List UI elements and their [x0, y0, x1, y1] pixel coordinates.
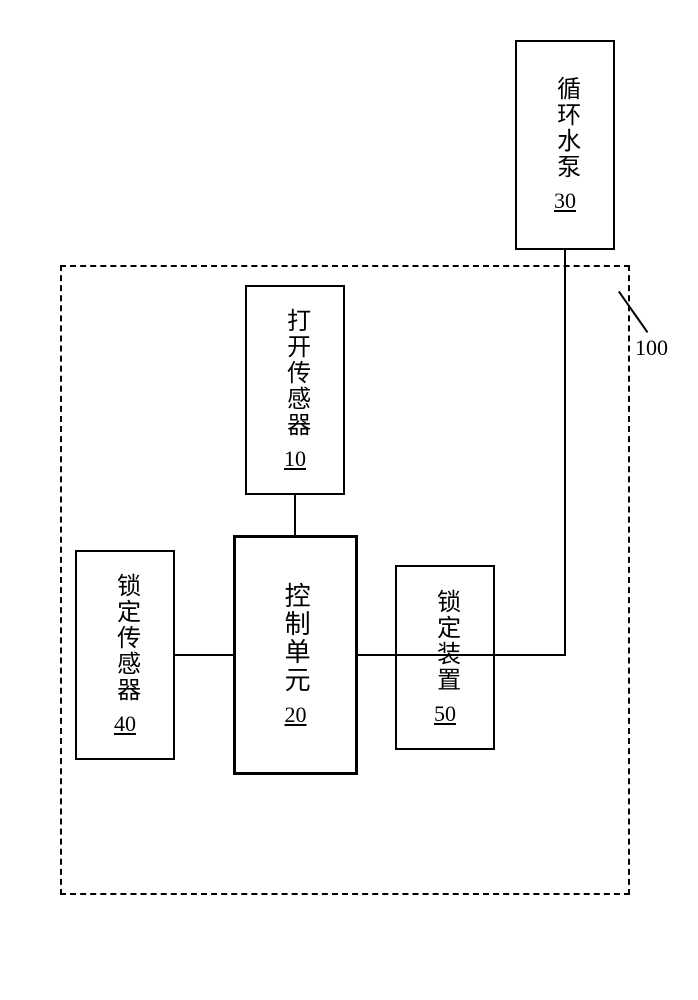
open-sensor-ref: 10 [284, 446, 306, 472]
block-open-sensor: 打开传感器 10 [245, 285, 345, 495]
lock-sensor-ref: 40 [114, 711, 136, 737]
lock-sensor-label: 锁定传感器 [112, 573, 137, 703]
edge-lock-sensor-to-control [175, 654, 233, 656]
circ-pump-ref: 30 [554, 188, 576, 214]
block-control-unit: 控制单元 20 [233, 535, 358, 775]
diagram-stage: 100 循环水泵 30 打开传感器 10 控制单元 20 锁定传感器 40 锁定… [0, 0, 698, 1000]
edge-pump-to-control-v [564, 250, 566, 654]
block-circ-pump: 循环水泵 30 [515, 40, 615, 250]
open-sensor-label: 打开传感器 [282, 308, 307, 438]
control-unit-label: 控制单元 [282, 582, 309, 694]
lock-device-label: 锁定装置 [432, 589, 457, 693]
system-ref-text: 100 [635, 335, 668, 360]
control-unit-ref: 20 [285, 702, 307, 728]
edge-pump-to-control-h [358, 654, 566, 656]
system-ref-label: 100 [635, 335, 668, 361]
block-lock-device: 锁定装置 50 [395, 565, 495, 750]
circ-pump-label: 循环水泵 [552, 76, 577, 180]
edge-open-to-control [294, 495, 296, 535]
lock-device-ref: 50 [434, 701, 456, 727]
block-lock-sensor: 锁定传感器 40 [75, 550, 175, 760]
